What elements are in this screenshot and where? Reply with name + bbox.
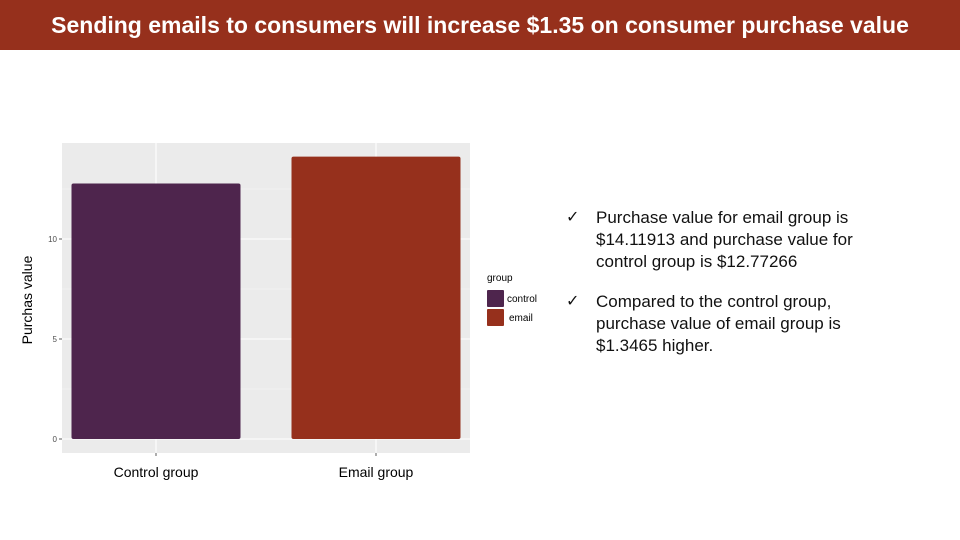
y-axis: 0 5 10 bbox=[48, 235, 62, 444]
legend-key-control bbox=[487, 290, 504, 307]
x-tick-label: Control group bbox=[114, 464, 199, 480]
x-tick-label: Email group bbox=[339, 464, 414, 480]
bullet-item: ✓ Purchase value for email group is $14.… bbox=[566, 207, 896, 273]
bar-email bbox=[291, 156, 461, 439]
legend-label: email bbox=[509, 313, 533, 324]
bullet-item: ✓ Compared to the control group, purchas… bbox=[566, 291, 896, 357]
y-axis-label: Purchas value bbox=[19, 255, 35, 344]
legend-title: group bbox=[487, 273, 513, 284]
y-tick-label: 10 bbox=[48, 235, 57, 244]
check-icon: ✓ bbox=[566, 293, 580, 310]
slide-title: Sending emails to consumers will increas… bbox=[51, 11, 909, 38]
legend-key-email bbox=[487, 309, 504, 326]
bullet-text: Compared to the control group, purchase … bbox=[596, 292, 841, 355]
bullet-text: Purchase value for email group is $14.11… bbox=[596, 208, 853, 271]
y-tick-label: 0 bbox=[53, 435, 58, 444]
legend: group control email bbox=[487, 273, 537, 326]
bullet-list: ✓ Purchase value for email group is $14.… bbox=[566, 207, 896, 375]
y-tick-label: 5 bbox=[53, 335, 58, 344]
x-axis: Control group Email group bbox=[114, 453, 414, 480]
legend-label: control bbox=[507, 294, 537, 305]
bars bbox=[71, 156, 461, 439]
check-icon: ✓ bbox=[566, 209, 580, 226]
bar-chart: 0 5 10 Control group Email group Purchas va… bbox=[19, 143, 537, 480]
title-bar: Sending emails to consumers will increas… bbox=[0, 0, 960, 50]
bar-control bbox=[71, 183, 241, 439]
